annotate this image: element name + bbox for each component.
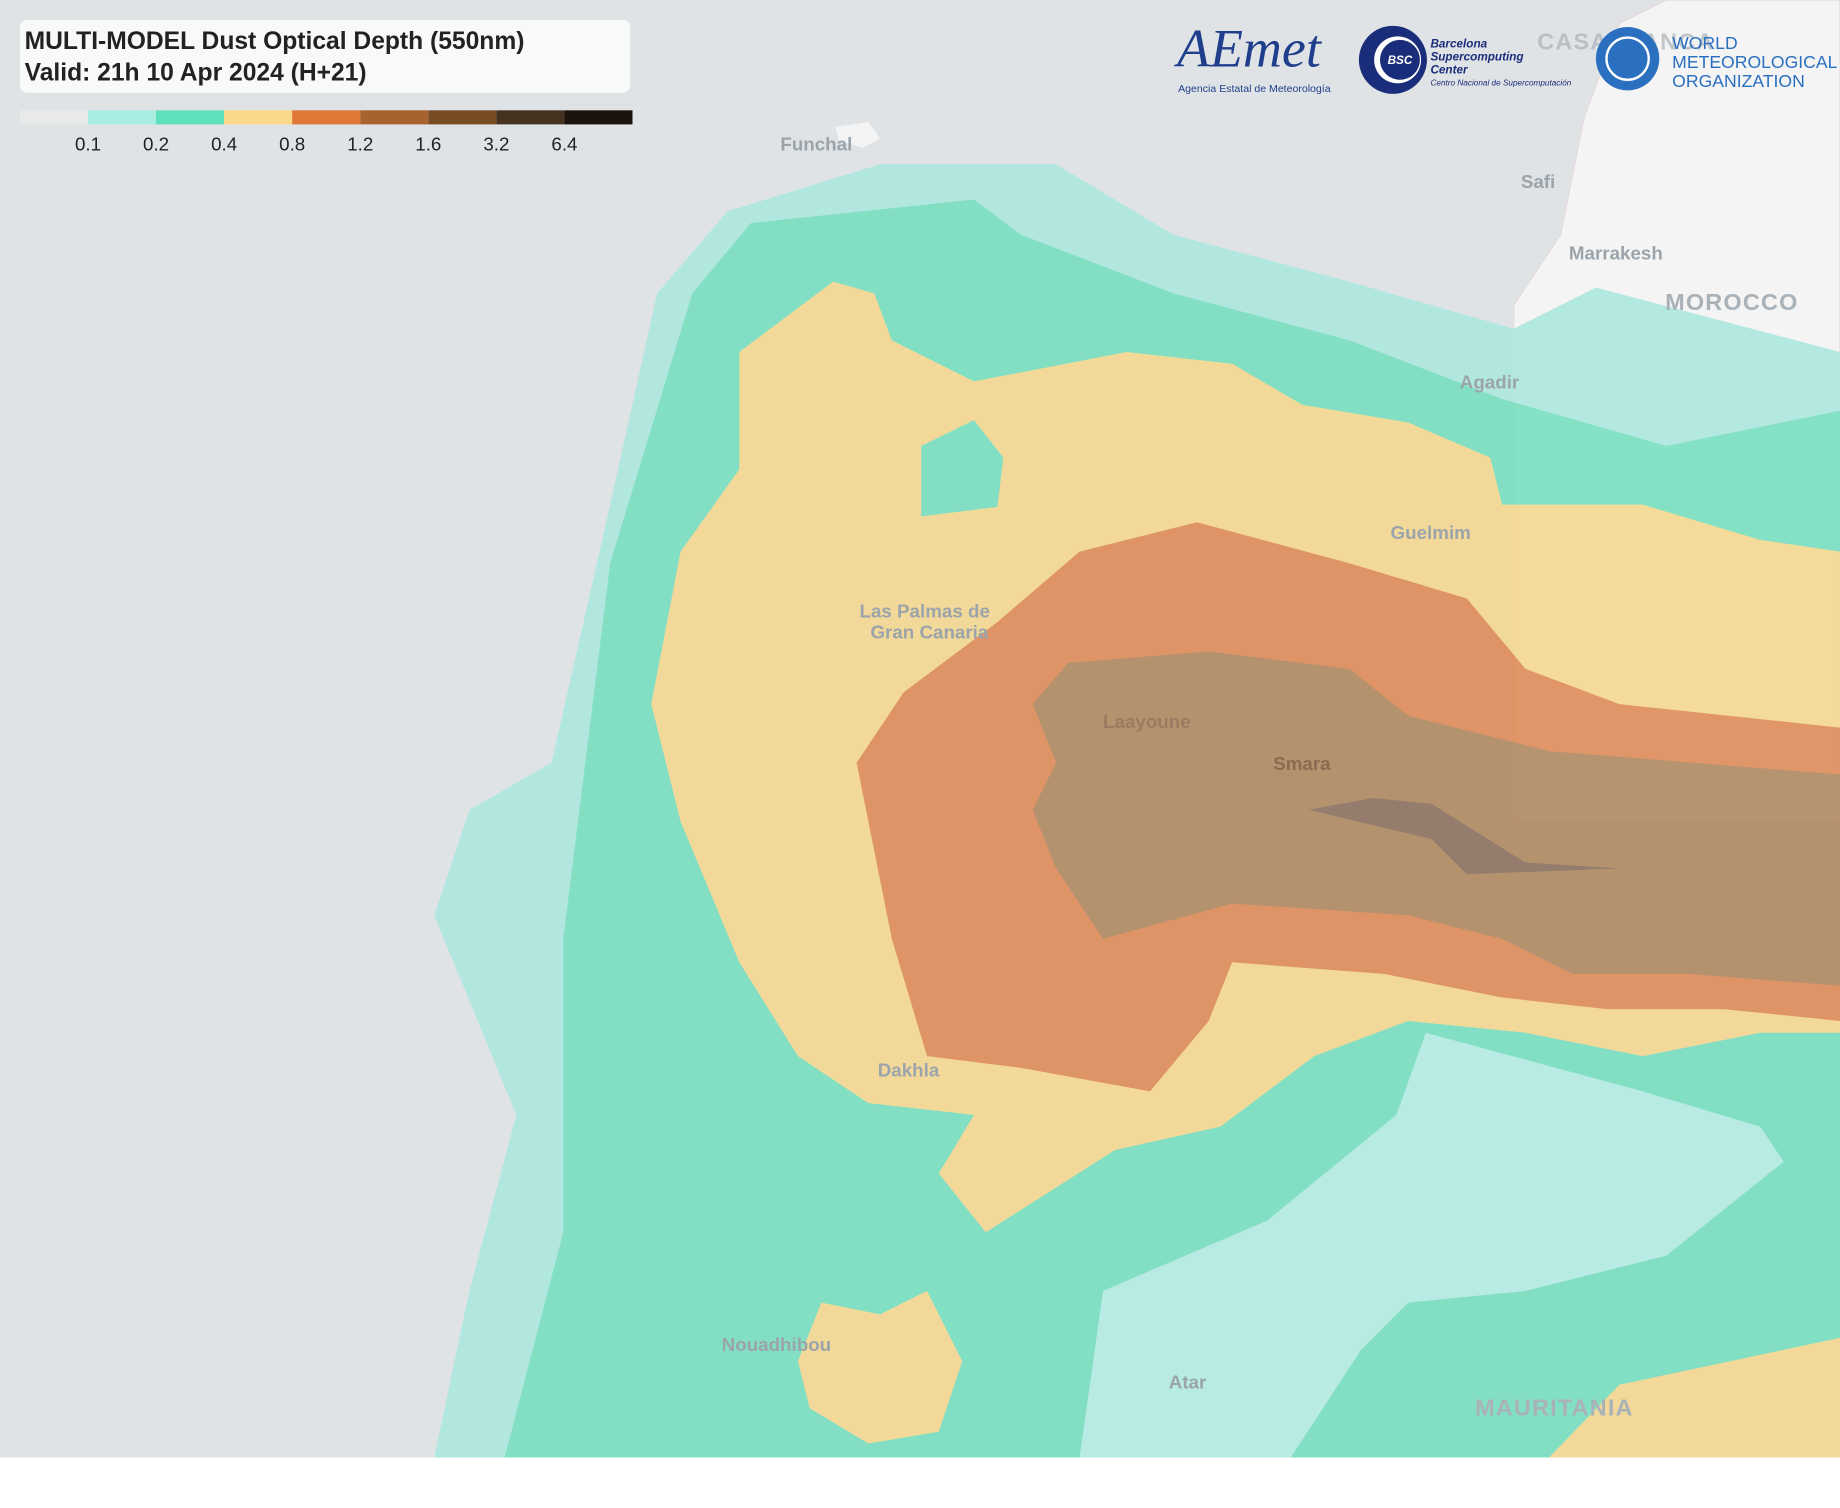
wmo-emblem: [1595, 26, 1660, 91]
legend-swatch: [564, 110, 633, 125]
dust-hole: [921, 420, 1004, 517]
legend-swatch: [88, 110, 157, 125]
legend-swatch: [292, 110, 361, 125]
legend-label: 0.1: [75, 133, 101, 154]
legend-swatch: [360, 110, 429, 125]
city-label: Laayoune: [1103, 711, 1191, 732]
legend-swatch: [224, 110, 293, 125]
aemet-logo: AEmet: [1174, 18, 1323, 78]
city-label: Nouadhibou: [722, 1334, 831, 1355]
legend-label: 0.2: [143, 133, 169, 154]
legend-label: 6.4: [551, 133, 577, 154]
valid-time: Valid: 21h 10 Apr 2024 (H+21): [25, 59, 367, 86]
legend-swatch: [19, 110, 89, 125]
country-label: MAURITANIA: [1475, 1395, 1634, 1421]
wmo-name: METEOROLOGICAL: [1672, 52, 1837, 72]
city-label: Smara: [1273, 753, 1331, 774]
bsc-text: BSC: [1388, 54, 1413, 67]
city-label: Safi: [1521, 171, 1555, 192]
legend-label: 3.2: [483, 133, 509, 154]
dust-level-6: [1308, 798, 1620, 875]
legend-swatch: [156, 110, 225, 125]
bsc-name: Barcelona: [1430, 38, 1487, 51]
title: MULTI-MODEL Dust Optical Depth (550nm): [25, 28, 525, 55]
city-label: Agadir: [1460, 372, 1520, 393]
city-label: Marrakesh: [1569, 243, 1663, 264]
city-label: Guelmim: [1391, 522, 1471, 543]
aemet-subtitle: Agencia Estatal de Meteorología: [1178, 83, 1331, 95]
wmo-name: ORGANIZATION: [1672, 71, 1805, 91]
country-label: MOROCCO: [1665, 289, 1798, 315]
dust-level-3-patch: [797, 1290, 963, 1444]
wmo-name: WORLD: [1672, 33, 1737, 53]
footer-band: [0, 1457, 1840, 1508]
city-label: Las Palmas de: [860, 601, 990, 622]
legend: 0.1 0.2 0.4 0.8 1.2 1.6 3.2 6.4: [19, 110, 633, 154]
city-label: Gran Canaria: [870, 622, 988, 643]
island: [835, 122, 881, 148]
dust-level-3-patch: [1548, 1337, 1840, 1458]
bsc-subtitle: Centro Nacional de Supercomputación: [1430, 78, 1571, 87]
legend-label: 1.6: [415, 133, 441, 154]
header-box: [19, 19, 631, 93]
legend-label: 0.8: [279, 133, 305, 154]
legend-swatch: [496, 110, 565, 125]
dust-layers: [434, 164, 1840, 1458]
dust-level-1-patch: [1079, 1032, 1784, 1458]
city-label: Funchal: [780, 133, 852, 154]
legend-label: 1.2: [347, 133, 373, 154]
bsc-name: Center: [1430, 64, 1469, 77]
city-label: Dakhla: [878, 1059, 940, 1080]
bsc-name: Supercomputing: [1430, 51, 1523, 64]
bsc-logo-core: [1380, 39, 1420, 80]
legend-swatch: [428, 110, 497, 125]
wmo-emblem-globe: [1605, 36, 1650, 81]
city-label: Atar: [1169, 1372, 1207, 1393]
legend-label: 0.4: [211, 133, 237, 154]
